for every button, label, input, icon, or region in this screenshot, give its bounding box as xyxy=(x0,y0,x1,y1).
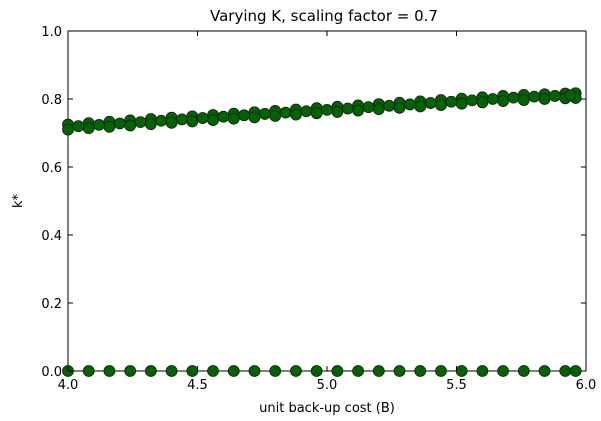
x-tick-label: 5.5 xyxy=(446,378,467,393)
data-point xyxy=(144,118,157,131)
data-point xyxy=(134,116,147,129)
data-point xyxy=(269,365,282,377)
data-point xyxy=(372,365,385,377)
data-point xyxy=(62,123,74,136)
data-point xyxy=(279,106,292,119)
data-point xyxy=(165,116,178,129)
data-point xyxy=(414,365,427,377)
data-point xyxy=(238,109,251,122)
data-point xyxy=(331,106,344,118)
data-point xyxy=(393,101,406,114)
y-tick-label: 1.0 xyxy=(41,25,62,40)
data-point xyxy=(144,365,157,377)
y-tick-label: 0.4 xyxy=(41,229,62,244)
data-point xyxy=(517,365,530,377)
data-point xyxy=(445,95,458,108)
y-tick-label: 0.6 xyxy=(41,161,62,176)
data-point xyxy=(248,111,261,124)
data-point xyxy=(82,365,95,377)
y-tick-label: 0.2 xyxy=(41,297,62,312)
data-point xyxy=(564,89,577,102)
y-tick-label: 0.8 xyxy=(41,93,62,108)
data-point xyxy=(341,102,354,115)
data-point xyxy=(538,93,551,105)
data-point xyxy=(72,120,85,133)
data-point xyxy=(207,114,219,126)
x-tick-label: 6.0 xyxy=(576,378,597,393)
data-point xyxy=(217,110,230,123)
data-point xyxy=(559,365,572,377)
data-point xyxy=(186,115,199,128)
data-point xyxy=(476,96,489,109)
data-point xyxy=(310,107,323,120)
data-point xyxy=(476,365,489,377)
data-point xyxy=(393,365,406,377)
data-point xyxy=(549,90,561,102)
data-point xyxy=(435,365,447,377)
data-point xyxy=(124,119,137,132)
data-point xyxy=(435,99,447,112)
data-point xyxy=(466,94,478,107)
data-point xyxy=(362,101,375,114)
x-axis-label: unit back-up cost (B) xyxy=(259,401,395,416)
data-point xyxy=(290,108,302,121)
data-point xyxy=(414,100,427,113)
data-point xyxy=(455,97,468,110)
data-point xyxy=(93,118,105,131)
data-point xyxy=(321,103,333,116)
data-point xyxy=(403,98,416,111)
data-point xyxy=(290,365,302,377)
y-tick-label: 0.0 xyxy=(41,365,62,380)
data-point xyxy=(248,365,261,377)
data-point xyxy=(497,95,510,107)
data-point xyxy=(455,365,468,377)
data-point xyxy=(258,108,271,120)
y-axis-label: k* xyxy=(11,193,26,208)
data-point xyxy=(383,99,396,112)
x-tick-label: 4.0 xyxy=(58,378,79,393)
data-point xyxy=(124,365,137,377)
data-point xyxy=(538,365,551,377)
plot-frame xyxy=(67,30,587,372)
x-tick-label: 4.5 xyxy=(187,378,208,393)
data-point xyxy=(269,110,282,122)
data-point xyxy=(186,365,199,377)
data-point xyxy=(227,365,240,377)
data-point xyxy=(507,91,520,104)
data-point xyxy=(528,90,541,103)
chart-title: Varying K, scaling factor = 0.7 xyxy=(210,7,438,25)
data-point xyxy=(352,365,364,377)
data-point xyxy=(207,365,219,377)
data-point xyxy=(165,365,178,377)
data-point xyxy=(310,365,323,377)
data-point xyxy=(569,365,582,377)
data-point xyxy=(517,94,530,106)
data-point xyxy=(352,104,364,117)
data-points xyxy=(62,87,582,377)
data-point xyxy=(331,365,344,377)
data-point xyxy=(196,112,209,124)
data-point xyxy=(103,120,116,133)
data-point xyxy=(424,97,437,109)
axis-ticks: 4.0 4.5 5.0 5.5 6.0 0.0 0.2 0.4 0.6 0.8 1.0 xyxy=(41,25,596,393)
plot-area: 4.0 4.5 5.0 5.5 6.0 0.0 0.2 0.4 0.6 0.8 1.0 xyxy=(41,25,596,393)
data-point xyxy=(103,365,116,377)
data-point xyxy=(155,114,168,127)
x-tick-label: 5.0 xyxy=(317,378,338,393)
data-point xyxy=(486,93,499,105)
data-point xyxy=(372,103,385,116)
data-point xyxy=(300,105,313,118)
data-point xyxy=(176,113,188,126)
data-point xyxy=(82,122,95,135)
data-point xyxy=(113,117,126,130)
data-point xyxy=(497,365,510,377)
data-point xyxy=(227,112,240,125)
